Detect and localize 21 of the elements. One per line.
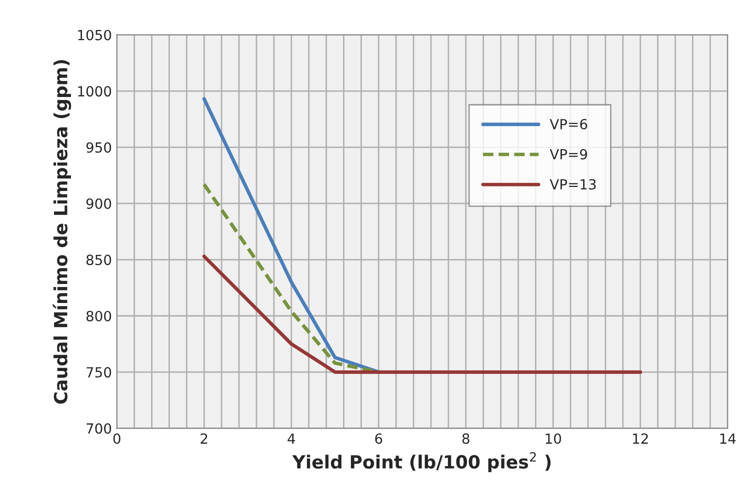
- y-tick-label: 900: [86, 198, 112, 209]
- x-axis-title: Yield Point (lb/100 pies$^{2}$ ): [292, 452, 551, 472]
- y-tick-label: 800: [86, 310, 112, 322]
- y-tick-label: 950: [86, 142, 112, 153]
- legend-label: VP=13: [550, 179, 596, 190]
- y-tick-label: 1050: [78, 30, 112, 40]
- x-tick-label: 4: [288, 434, 296, 444]
- x-tick-label: 14: [720, 434, 736, 444]
- x-tick-label: 8: [462, 433, 470, 444]
- y-axis-title: Caudal Mínimo de Limpieza (gpm): [52, 60, 72, 404]
- x-tick-label: 0: [113, 433, 120, 444]
- x-tick-label: 2: [200, 433, 208, 444]
- y-tick-label: 1000: [78, 86, 112, 97]
- x-tick-label: 10: [546, 433, 562, 444]
- legend-label: VP=6: [550, 118, 588, 130]
- legend-label: VP=9: [550, 148, 588, 160]
- x-tick-label: 6: [375, 433, 382, 444]
- y-tick-label: 850: [86, 254, 112, 266]
- x-tick-label: 12: [633, 433, 648, 444]
- y-tick-label: 750: [86, 367, 112, 378]
- y-tick-label: 700: [86, 423, 112, 434]
